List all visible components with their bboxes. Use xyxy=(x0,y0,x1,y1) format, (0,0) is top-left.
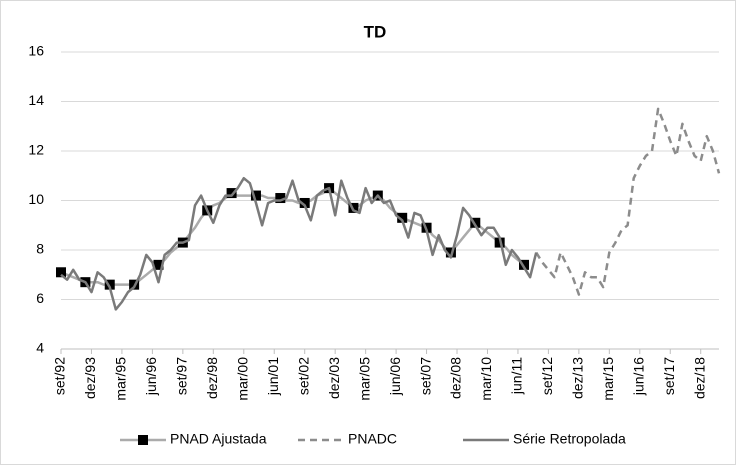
marker xyxy=(445,247,456,258)
marker xyxy=(275,193,286,204)
x-tick-label: jun/06 xyxy=(387,357,403,396)
x-tick-label: dez/93 xyxy=(82,357,98,399)
y-tick-label: 8 xyxy=(36,241,44,257)
marker xyxy=(56,267,66,278)
marker xyxy=(299,197,310,208)
x-tick-label: set/07 xyxy=(417,357,433,395)
chart-title: TD xyxy=(364,22,387,41)
legend-label: Série Retropolada xyxy=(513,431,626,447)
x-tick-label: set/12 xyxy=(539,357,555,395)
x-tick-label: set/92 xyxy=(52,357,68,395)
marker xyxy=(153,259,164,270)
y-tick-label: 12 xyxy=(28,142,44,158)
x-tick-label: mar/05 xyxy=(356,357,372,401)
x-tick-label: dez/18 xyxy=(691,357,707,399)
marker xyxy=(226,188,237,199)
x-tick-label: dez/98 xyxy=(204,357,220,399)
x-tick-label: dez/13 xyxy=(570,357,586,399)
x-tick-label: jun/96 xyxy=(143,357,159,396)
x-tick-label: dez/08 xyxy=(448,357,464,399)
x-tick-label: set/97 xyxy=(174,357,190,395)
marker xyxy=(104,279,115,290)
marker xyxy=(250,190,261,201)
x-tick-label: jun/16 xyxy=(630,357,646,396)
x-tick-label: dez/03 xyxy=(326,357,342,399)
x-tick-label: mar/15 xyxy=(600,357,616,401)
x-tick-label: mar/00 xyxy=(234,357,250,401)
x-tick-label: mar/95 xyxy=(113,357,129,401)
x-tick-label: set/02 xyxy=(295,357,311,395)
marker xyxy=(519,259,530,270)
series-line xyxy=(535,107,721,296)
y-tick-label: 4 xyxy=(36,340,44,356)
y-tick-label: 10 xyxy=(28,191,44,207)
y-tick-label: 6 xyxy=(36,290,44,306)
legend-label: PNADC xyxy=(348,431,397,447)
legend-marker xyxy=(138,435,148,445)
marker xyxy=(397,212,408,223)
y-tick-label: 16 xyxy=(28,43,44,59)
legend-label: PNAD Ajustada xyxy=(170,431,267,447)
x-tick-label: set/17 xyxy=(661,357,677,395)
series-line xyxy=(60,176,538,311)
x-tick-label: jun/11 xyxy=(509,357,525,395)
marker xyxy=(470,217,481,228)
x-tick-label: jun/01 xyxy=(265,357,281,396)
x-tick-label: mar/10 xyxy=(478,357,494,401)
y-tick-label: 14 xyxy=(28,92,44,108)
